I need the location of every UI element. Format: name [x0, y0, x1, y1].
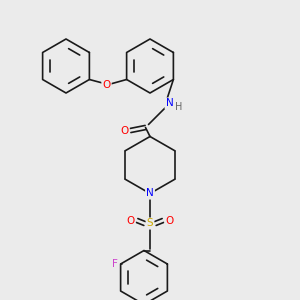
- Text: N: N: [146, 188, 154, 199]
- Text: O: O: [120, 125, 129, 136]
- Text: N: N: [166, 98, 173, 109]
- Text: S: S: [147, 218, 153, 229]
- Text: F: F: [112, 259, 118, 269]
- Text: H: H: [176, 101, 183, 112]
- Text: O: O: [126, 215, 135, 226]
- Text: O: O: [102, 80, 111, 91]
- Text: O: O: [165, 215, 174, 226]
